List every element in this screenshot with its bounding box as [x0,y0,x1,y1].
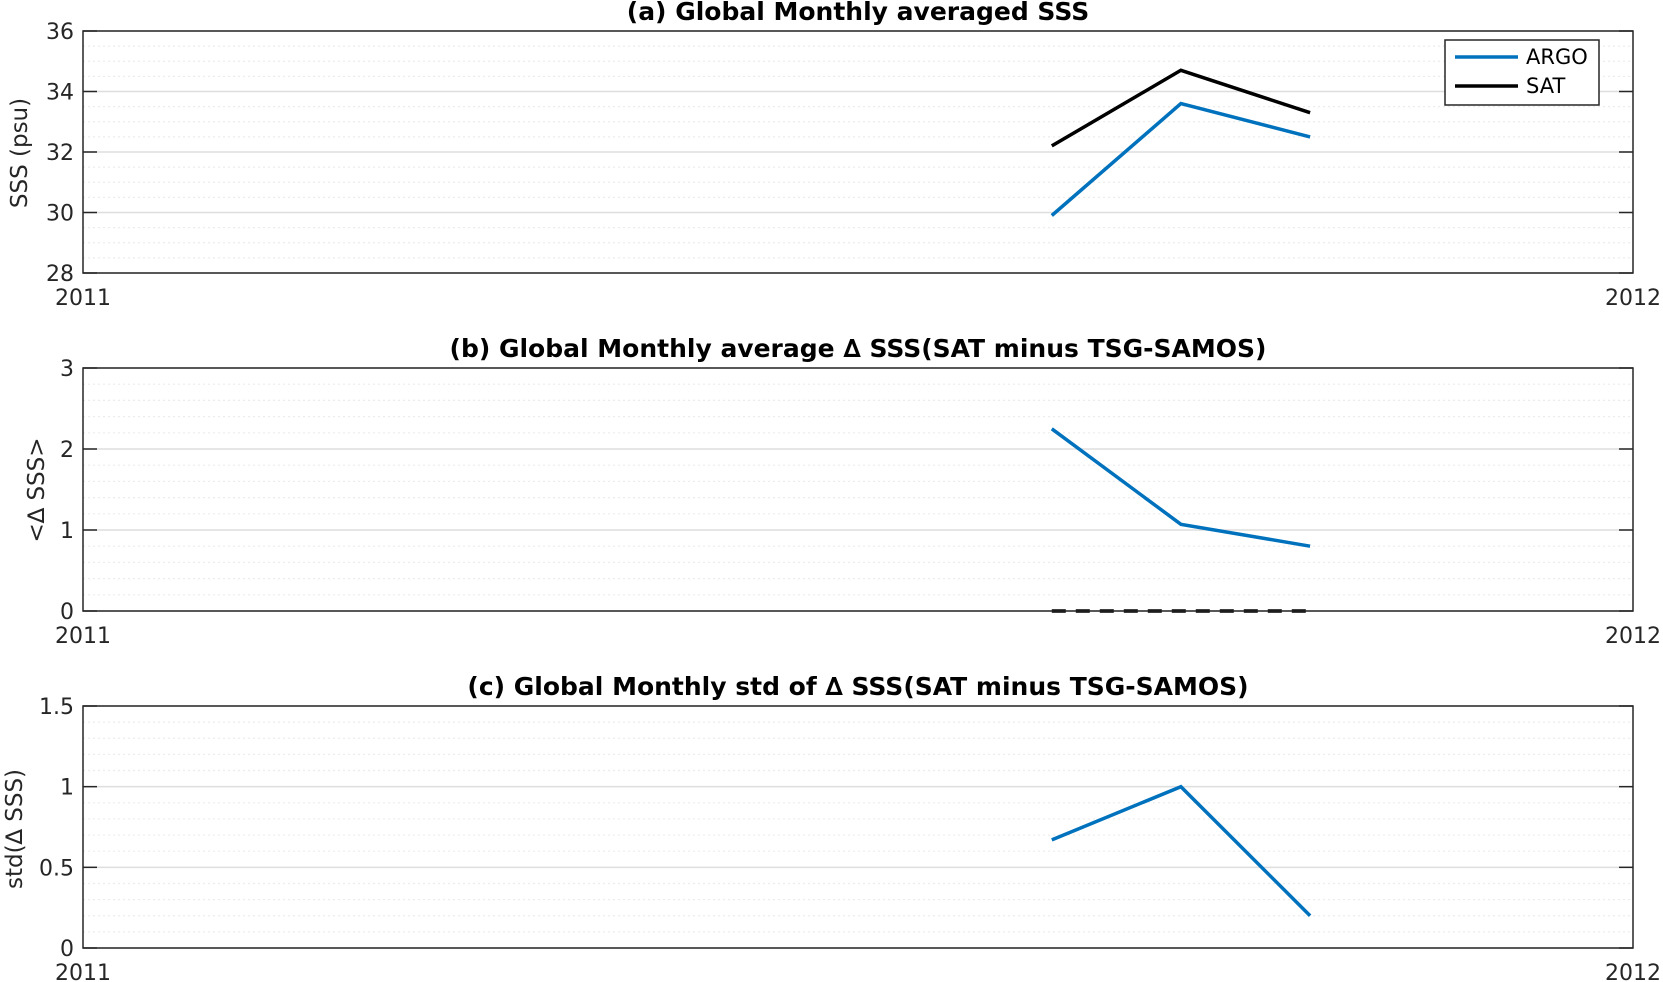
legend-label-sat: SAT [1526,74,1565,98]
panel-c-ylabel: std(∆ SSS) [2,769,28,889]
y-tick-label: 0.5 [39,856,74,881]
panel-c-plot-area: 0 0.5 1 1.5 2011 2012 [39,695,1661,982]
panel-b-ylabel: <∆ SSS> [24,437,50,542]
x-tick-label: 2012 [1605,286,1661,311]
series-line-1 [1050,427,1311,548]
y-tick-label: 3 [60,357,74,382]
panel-a: (a) Global Monthly averaged SSS SSS (psu… [7,0,1661,311]
x-tick-label: 2011 [55,286,111,311]
legend-label-argo: ARGO [1526,45,1588,69]
legend-box [1444,39,1600,106]
y-tick-label: 1 [60,519,74,544]
panel-a-title: (a) Global Monthly averaged SSS [627,0,1089,26]
x-tick-label: 2012 [1605,961,1661,982]
x-tick-label: 2011 [55,961,111,982]
panel-b: (b) Global Monthly average ∆ SSS(SAT min… [24,334,1661,649]
axes-box [82,705,1634,949]
series-line-1 [1051,784,1312,917]
axes-box [82,367,1634,612]
y-tick-label: 28 [46,262,74,287]
y-tick-label: 1.5 [39,695,74,720]
x-tick-label: 2012 [1605,624,1661,649]
legend: ARGO SAT [1444,39,1600,106]
series-line-argo [1050,101,1311,217]
y-tick-label: 2 [60,438,74,463]
y-tick-label: 0 [60,937,74,962]
panel-a-plot-area: 28 30 32 34 36 2011 2012 [46,20,1661,311]
panel-c-title: (c) Global Monthly std of ∆ SSS(SAT minu… [467,672,1248,701]
y-tick-label: 36 [46,20,74,45]
y-tick-label: 32 [46,141,74,166]
x-tick-label: 2011 [55,624,111,649]
panel-a-ylabel: SSS (psu) [7,98,33,208]
panel-b-plot-area: 0 1 2 3 2011 2012 [55,357,1661,649]
y-tick-label: 34 [46,81,74,106]
y-tick-label: 1 [60,776,74,801]
panel-b-title: (b) Global Monthly average ∆ SSS(SAT min… [450,334,1267,363]
panel-c: (c) Global Monthly std of ∆ SSS(SAT minu… [2,672,1661,982]
series-line-sat [1050,68,1311,148]
y-tick-label: 30 [46,202,74,227]
y-tick-label: 0 [60,600,74,625]
